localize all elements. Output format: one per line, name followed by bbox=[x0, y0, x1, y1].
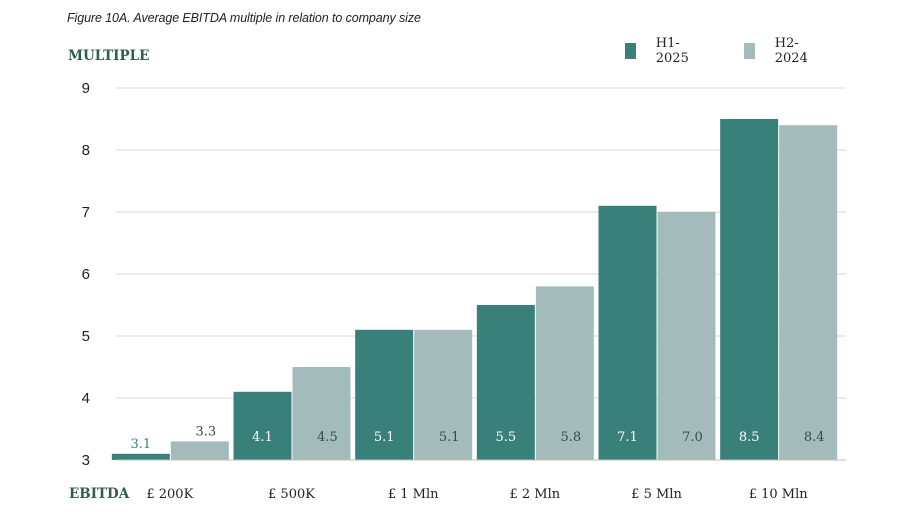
bar-h2-2024-1 bbox=[292, 367, 351, 460]
legend-label-h1-2025: H1-2025 bbox=[655, 36, 689, 66]
data-label-h1-2025-0: 3.1 bbox=[130, 437, 151, 452]
x-tick-label: £ 200K bbox=[146, 487, 193, 502]
data-label-h1-2025-3: 5.5 bbox=[495, 430, 516, 445]
bar-h1-2025-1 bbox=[233, 391, 292, 460]
figure-caption: Figure 10A. Average EBITDA multiple in r… bbox=[67, 11, 421, 25]
data-label-h1-2025-4: 7.1 bbox=[617, 430, 638, 445]
data-label-h2-2024-1: 4.5 bbox=[317, 430, 338, 445]
legend-item-h2-2024: H2-2024 bbox=[744, 36, 813, 66]
legend-swatch-h1-2025 bbox=[625, 43, 636, 59]
y-tick-label: 9 bbox=[82, 80, 90, 97]
data-label-h1-2025-5: 8.5 bbox=[739, 430, 760, 445]
y-axis-title: MULTIPLE bbox=[68, 48, 150, 64]
data-label-h2-2024-3: 5.8 bbox=[560, 430, 581, 445]
bar-h1-2025-5 bbox=[720, 119, 779, 460]
data-label-h2-2024-0: 3.3 bbox=[195, 424, 216, 439]
y-tick-label: 5 bbox=[82, 328, 90, 345]
y-tick-label: 7 bbox=[82, 204, 90, 221]
y-tick-label: 8 bbox=[82, 142, 90, 159]
data-label-h1-2025-2: 5.1 bbox=[374, 430, 395, 445]
x-tick-label: £ 500K bbox=[268, 487, 315, 502]
data-label-h2-2024-5: 8.4 bbox=[804, 430, 825, 445]
bar-h1-2025-3 bbox=[476, 305, 535, 460]
bar-h2-2024-2 bbox=[414, 329, 473, 460]
bar-h2-2024-5 bbox=[779, 125, 838, 460]
data-label-h2-2024-4: 7.0 bbox=[682, 430, 703, 445]
legend-swatch-h2-2024 bbox=[744, 43, 755, 59]
y-tick-label: 4 bbox=[82, 390, 90, 407]
x-tick-label: £ 10 Mln bbox=[749, 487, 809, 502]
bar-h2-2024-4 bbox=[657, 212, 716, 460]
bar-h1-2025-2 bbox=[355, 329, 414, 460]
x-tick-label: £ 2 Mln bbox=[510, 487, 561, 502]
bar-h1-2025-0 bbox=[111, 453, 170, 460]
legend-label-h2-2024: H2-2024 bbox=[774, 36, 808, 66]
x-tick-label: £ 5 Mln bbox=[631, 487, 682, 502]
bar-h1-2025-4 bbox=[598, 205, 657, 460]
x-axis-title: EBITDA bbox=[69, 486, 130, 502]
bar-h2-2024-3 bbox=[535, 286, 594, 460]
x-tick-label: £ 1 Mln bbox=[388, 487, 439, 502]
legend-item-h1-2025: H1-2025 bbox=[625, 36, 694, 66]
y-tick-label: 6 bbox=[82, 266, 90, 283]
y-tick-label: 3 bbox=[82, 452, 90, 469]
data-label-h1-2025-1: 4.1 bbox=[252, 430, 273, 445]
bar-h2-2024-0 bbox=[170, 441, 229, 460]
data-label-h2-2024-2: 5.1 bbox=[439, 430, 460, 445]
